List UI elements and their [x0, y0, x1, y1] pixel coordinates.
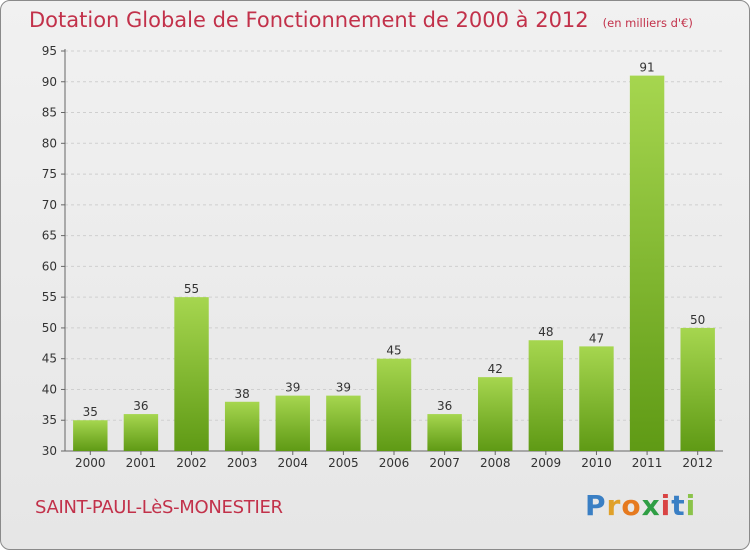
data-label-2011: 91	[639, 61, 654, 75]
logo-letter: r	[606, 489, 622, 522]
x-tick-label-2002: 2002	[176, 456, 207, 470]
bar-2004	[275, 395, 310, 451]
y-tick-label: 85	[42, 106, 57, 120]
data-label-2001: 36	[133, 399, 148, 413]
data-label-2009: 48	[538, 325, 553, 339]
data-label-2010: 47	[589, 331, 604, 345]
x-tick-label-2004: 2004	[277, 456, 308, 470]
logo-letter: i	[685, 489, 697, 522]
chart-unit: (en milliers d'€)	[602, 16, 693, 30]
y-tick-label: 55	[42, 290, 57, 304]
y-tick-label: 45	[42, 352, 57, 366]
bar-2011	[629, 75, 665, 451]
x-tick-label-2008: 2008	[480, 456, 511, 470]
x-tick-label-2010: 2010	[581, 456, 612, 470]
y-tick-label: 60	[42, 259, 57, 273]
bar-2008	[478, 377, 513, 451]
x-tick-label-2003: 2003	[227, 456, 258, 470]
x-tick-label-2011: 2011	[632, 456, 663, 470]
data-label-2005: 39	[336, 381, 351, 395]
bar-2006	[376, 358, 412, 451]
y-tick-label: 95	[42, 44, 57, 58]
y-tick-label: 80	[42, 136, 57, 150]
bar-2009	[528, 340, 564, 451]
bar-2002	[174, 297, 209, 451]
y-tick-label: 70	[42, 198, 57, 212]
chart-title-text: Dotation Globale de Fonctionnement de 20…	[29, 8, 589, 32]
bar-2003	[224, 401, 260, 451]
y-tick-label: 35	[42, 413, 57, 427]
logo-letter: P	[585, 489, 607, 522]
data-label-2007: 36	[437, 399, 452, 413]
logo-letter: o	[621, 489, 642, 522]
data-label-2002: 55	[184, 282, 199, 296]
y-tick-label: 75	[42, 167, 57, 181]
x-tick-label-2009: 2009	[531, 456, 562, 470]
x-tick-label-2007: 2007	[429, 456, 460, 470]
x-tick-label-2000: 2000	[75, 456, 106, 470]
data-label-2000: 35	[83, 405, 98, 419]
logo-letter: i	[660, 489, 672, 522]
y-tick-label: 50	[42, 321, 57, 335]
proxiti-logo[interactable]: Proxiti	[585, 489, 696, 522]
x-tick-label-2012: 2012	[682, 456, 713, 470]
y-tick-label: 65	[42, 229, 57, 243]
bars	[73, 75, 715, 451]
data-label-2008: 42	[488, 362, 503, 376]
labels: 30 35 40 45 50 55 60 65 70 75 80 85 90 95 2000 35 2001 36…	[42, 44, 713, 470]
chart-title: Dotation Globale de Fonctionnement de 20…	[29, 8, 693, 32]
y-tick-label: 40	[42, 382, 57, 396]
data-label-2004: 39	[285, 381, 300, 395]
bar-2001	[123, 414, 159, 451]
data-label-2006: 45	[386, 344, 401, 358]
bar-2000	[73, 420, 108, 451]
bar-2010	[579, 346, 614, 451]
bar-2005	[326, 395, 361, 451]
data-label-2003: 38	[235, 387, 250, 401]
logo-letter: x	[641, 489, 661, 522]
y-tick-label: 30	[42, 444, 57, 458]
bar-2007	[427, 414, 462, 451]
logo-letter: t	[671, 489, 686, 522]
data-label-2012: 50	[690, 313, 705, 327]
x-tick-label-2001: 2001	[126, 456, 157, 470]
y-tick-label: 90	[42, 75, 57, 89]
commune-name: SAINT-PAUL-LèS-MONESTIER	[35, 497, 283, 518]
x-tick-label-2006: 2006	[379, 456, 410, 470]
bar-2012	[680, 327, 715, 451]
x-tick-label-2005: 2005	[328, 456, 359, 470]
